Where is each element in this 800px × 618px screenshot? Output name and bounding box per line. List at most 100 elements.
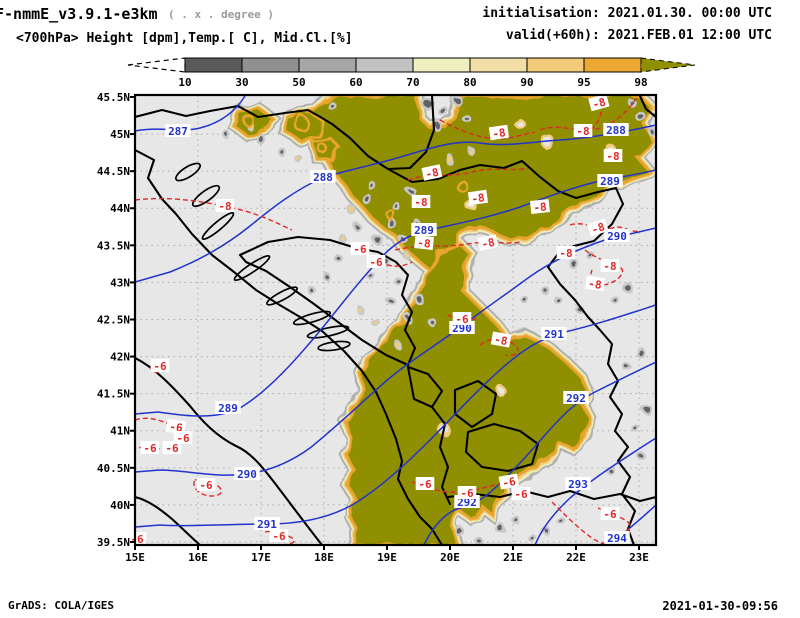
cloud-hole — [514, 118, 526, 130]
svg-text:291: 291 — [257, 518, 277, 531]
resolution-note: ( . x . degree ) — [168, 8, 274, 21]
svg-text:-6: -6 — [514, 488, 528, 501]
cloud-speckle — [642, 404, 654, 416]
cloud-speckle — [622, 282, 634, 294]
temperature-contour-label: -8 — [600, 259, 620, 273]
cloud-shading — [221, 95, 654, 545]
map-panel: 287 288 288 289 289 289 290 290 290 291 291 292 292 2… — [97, 91, 658, 564]
temperature-contour-label: -8 — [573, 124, 593, 138]
temperature-contour-label: -6 — [196, 478, 216, 492]
svg-text:-8: -8 — [417, 236, 432, 250]
cloud-speckle — [630, 423, 640, 433]
footer: GrADS: COLA/IGES 2021-01-30-09:56 — [8, 599, 778, 613]
svg-text:289: 289 — [600, 175, 620, 188]
colorbar-segment — [298, 57, 357, 73]
svg-text:-8: -8 — [606, 150, 619, 163]
temperature-contour-label: -6 — [452, 312, 472, 326]
svg-text:-8: -8 — [591, 95, 607, 111]
lat-tick-label: 42.5N — [97, 313, 130, 326]
svg-text:289: 289 — [414, 224, 434, 237]
grads-credit: GrADS: COLA/IGES — [8, 599, 114, 612]
svg-text:291: 291 — [544, 328, 564, 341]
cloud-speckle — [241, 113, 255, 127]
svg-text:-8: -8 — [603, 260, 616, 273]
colorbar-tick-labels: 10 30 50 60 70 80 90 95 98 — [178, 76, 647, 89]
temperature-contour-label: -6 — [600, 507, 620, 521]
temperature-contour-label: -8 — [530, 199, 550, 215]
lat-tick-label: 41.5N — [97, 388, 130, 401]
header: F-nmmE_v3.9.1-e3km ( . x . degree ) <700… — [0, 5, 772, 46]
height-contour-label: 288 — [603, 123, 629, 137]
cloud-speckle — [362, 194, 374, 206]
cloud-speckle — [455, 179, 469, 193]
height-contour-label: 291 — [541, 327, 567, 341]
cloud-speckle — [347, 205, 357, 215]
cloud-speckle — [371, 318, 379, 326]
cloud-speckle — [634, 110, 646, 122]
temperature-contour-label: -6 — [269, 529, 289, 543]
cloud-speckle — [338, 234, 346, 242]
temperature-contour-label: -8 — [584, 275, 606, 292]
lon-tick-label: 17E — [251, 551, 271, 564]
cloud-speckle — [372, 234, 384, 246]
temperature-contour-label: -8 — [421, 164, 443, 181]
model-title: F-nmmE_v3.9.1-e3km — [0, 5, 158, 23]
svg-text:-6: -6 — [165, 442, 179, 455]
creation-timestamp: 2021-01-30-09:56 — [662, 599, 778, 613]
temperature-contour-label: -8 — [488, 124, 510, 141]
lat-tick-label: 40.5N — [97, 462, 130, 475]
cloud-speckle — [391, 201, 401, 211]
temperature-contour-label: -6 — [350, 242, 370, 256]
initialisation-line: initialisation: 2021.01.30. 00:00 UTC — [482, 6, 772, 21]
cloud-speckle — [353, 223, 363, 233]
cloud-speckle — [635, 450, 645, 460]
cloud-speckle — [385, 295, 395, 305]
cloud-speckle — [414, 294, 426, 306]
colorbar-tick-label: 10 — [178, 76, 191, 89]
temperature-contour-label: -8 — [603, 149, 623, 163]
svg-text:-6: -6 — [501, 475, 517, 490]
height-contour-label: 294 — [604, 531, 630, 545]
lat-tick-label: 43.5N — [97, 239, 130, 252]
height-contour-label: 288 — [310, 170, 336, 184]
cloud-speckle — [321, 271, 331, 281]
temperature-contour-label: -6 — [366, 255, 386, 269]
cloud-speckle — [610, 295, 620, 305]
svg-text:-6: -6 — [418, 478, 432, 491]
temperature-contour-label: -6 — [162, 441, 182, 455]
cloud-speckle — [256, 134, 268, 146]
lat-tick-label: 44.5N — [97, 165, 130, 178]
cloud-speckle — [427, 317, 437, 327]
svg-text:290: 290 — [607, 230, 627, 243]
svg-text:-8: -8 — [424, 166, 440, 181]
lat-tick-label: 41N — [110, 425, 130, 438]
colorbar-segment — [241, 57, 300, 73]
svg-text:-6: -6 — [153, 360, 167, 373]
height-contour-label: 287 — [165, 124, 191, 138]
colorbar-segment — [355, 57, 414, 73]
longitude-axis: 15E 16E 17E 18E 19E 20E 21E 22E 23E — [125, 545, 649, 564]
svg-text:-6: -6 — [143, 442, 157, 455]
lat-tick-label: 40N — [110, 499, 130, 512]
svg-text:-8: -8 — [587, 277, 602, 292]
temperature-contour-label: -8 — [490, 331, 512, 348]
svg-text:-8: -8 — [493, 333, 508, 348]
temperature-contour-label: -8 — [586, 218, 609, 237]
lat-tick-label: 44N — [110, 202, 130, 215]
temperature-contour-label: -6 — [457, 486, 477, 500]
temperature-contour-label: -6 — [415, 477, 435, 491]
cloud-speckle — [466, 146, 474, 154]
height-contour-label: 290 — [604, 229, 630, 243]
colorbar-above-arrow — [640, 57, 696, 73]
svg-text:-8: -8 — [414, 196, 427, 209]
cloud-speckle — [634, 346, 646, 358]
cloud-speckle — [454, 526, 466, 538]
cloud-speckle — [367, 181, 377, 191]
colorbar-below-arrow — [127, 57, 186, 73]
svg-text:288: 288 — [313, 171, 333, 184]
cloud-speckle — [394, 341, 402, 349]
cloud-speckle — [307, 286, 317, 296]
cloud-speckle — [461, 113, 471, 123]
temperature-contour-label: -8 — [556, 246, 576, 260]
svg-text:-6: -6 — [199, 479, 213, 492]
